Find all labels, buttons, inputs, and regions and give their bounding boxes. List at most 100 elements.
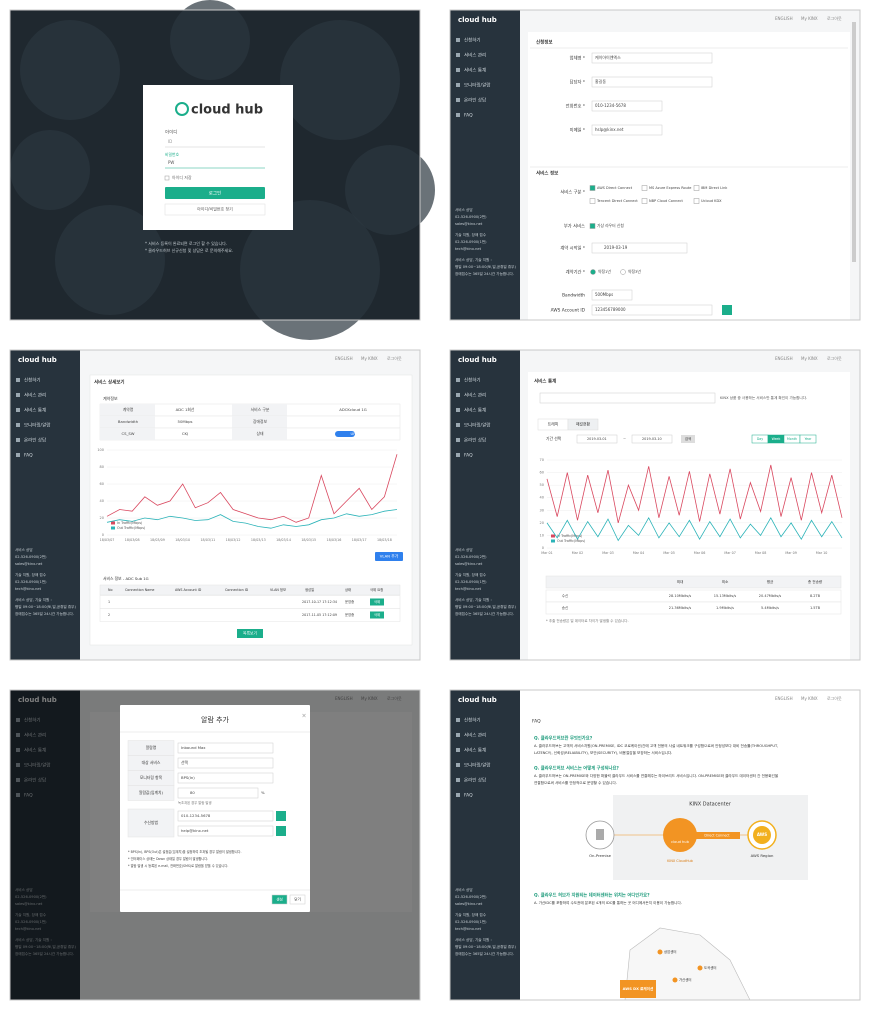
modal-button[interactable] <box>289 894 306 905</box>
top-link[interactable]: 로그아웃 <box>387 355 402 361</box>
login-button[interactable] <box>165 187 265 199</box>
back-button[interactable] <box>237 629 263 638</box>
top-link[interactable]: My KINX <box>801 696 818 701</box>
menu-item[interactable]: 모니터링/알람 <box>464 762 490 769</box>
radio-label: 약정1년 <box>598 269 611 274</box>
text-input[interactable] <box>177 787 259 799</box>
checkbox[interactable] <box>641 185 648 191</box>
contact-line: 02-526-0900(2번) <box>455 894 487 899</box>
tab[interactable] <box>567 418 599 431</box>
vlan-button[interactable] <box>375 552 403 561</box>
checkbox[interactable] <box>589 223 596 229</box>
checkbox[interactable] <box>641 198 648 204</box>
select[interactable] <box>591 289 633 301</box>
menu-item[interactable]: 모니터링/알람 <box>24 422 50 429</box>
text-input[interactable] <box>591 124 663 136</box>
menu-item[interactable]: 서비스 통계 <box>464 67 486 74</box>
contact-line: sales@kinx.net <box>455 562 483 566</box>
menu-item[interactable]: 모니터링/알람 <box>464 82 490 89</box>
top-link[interactable]: 로그아웃 <box>827 355 842 361</box>
table-header-cell: 생성일 <box>305 587 314 592</box>
menu-item[interactable]: FAQ <box>464 793 473 799</box>
table-row <box>99 595 401 609</box>
checkbox[interactable] <box>589 198 596 204</box>
add-button[interactable] <box>276 811 286 821</box>
text-input[interactable] <box>177 810 274 822</box>
add-button[interactable] <box>722 305 732 315</box>
text-input[interactable] <box>177 757 274 769</box>
add-button[interactable] <box>276 826 286 836</box>
contact-line: 서비스 상담, 기술 지원 : <box>455 597 492 602</box>
top-link[interactable]: 로그아웃 <box>827 695 842 701</box>
menu-item[interactable]: 서비스 관리 <box>464 732 486 739</box>
text-input[interactable] <box>177 772 274 784</box>
input-value: 2019-03-01 <box>587 437 607 441</box>
menu-item[interactable]: 서비스 통계 <box>464 747 486 754</box>
label: 비밀번호 <box>165 152 179 157</box>
delete-button[interactable] <box>370 611 384 619</box>
faq-question[interactable]: Q. 클라우드허브 서비스는 어떻게 구성되나요? <box>534 765 619 772</box>
top-link[interactable]: My KINX <box>361 356 378 361</box>
find-button[interactable] <box>164 203 266 216</box>
menu-item[interactable]: 신청하기 <box>464 37 481 44</box>
menu-item[interactable]: 서비스 관리 <box>464 392 486 399</box>
input-value: 홍길동 <box>595 78 606 84</box>
menu-item[interactable]: FAQ <box>24 453 33 459</box>
menu-item[interactable]: FAQ <box>464 113 473 119</box>
menu-item[interactable]: 서비스 관리 <box>464 52 486 59</box>
close-button[interactable]: × <box>301 713 306 720</box>
date-input[interactable] <box>591 242 688 254</box>
text-input[interactable] <box>591 76 713 88</box>
text-input[interactable] <box>591 304 713 316</box>
delete-button[interactable] <box>370 598 384 606</box>
checkbox[interactable] <box>693 198 700 204</box>
top-link[interactable]: My KINX <box>801 16 818 21</box>
menu-item[interactable]: 서비스 통계 <box>24 407 46 414</box>
contact-line: 02-526-0900(1번) <box>15 579 47 584</box>
search-button[interactable] <box>681 435 695 443</box>
menu-item[interactable]: 온라인 상담 <box>464 437 486 444</box>
top-link[interactable]: ENGLISH <box>335 356 353 361</box>
menu-item[interactable]: 신청하기 <box>464 377 481 384</box>
menu-item[interactable]: 모니터링/알람 <box>464 422 490 429</box>
top-link[interactable]: ENGLISH <box>775 696 793 701</box>
date-input[interactable] <box>631 434 673 444</box>
text-input[interactable] <box>177 825 274 837</box>
radio[interactable] <box>590 269 596 275</box>
logo: cloud hub <box>458 696 497 704</box>
menu-item[interactable]: 신청하기 <box>464 717 481 724</box>
menu-item[interactable]: 온라인 상담 <box>24 437 46 444</box>
service-select[interactable] <box>539 392 716 404</box>
menu-item[interactable]: 온라인 상담 <box>464 777 486 784</box>
checkbox[interactable] <box>164 175 170 181</box>
text-input[interactable] <box>177 742 274 754</box>
center-marker <box>672 977 678 983</box>
input-value: 2019-03-19 <box>604 245 628 250</box>
checkbox[interactable] <box>589 185 596 191</box>
menu-item[interactable]: 서비스 통계 <box>464 407 486 414</box>
date-input[interactable] <box>576 434 618 444</box>
menu-item[interactable]: 신청하기 <box>24 377 41 384</box>
modal-button[interactable] <box>271 894 288 905</box>
field-label: AWS Account ID <box>551 308 586 314</box>
field-label: 모니터링 항목 <box>140 775 163 780</box>
menu-item[interactable]: 온라인 상담 <box>464 97 486 104</box>
faq-question[interactable]: Q. 클라우드 허브가 지원되는 데이터센터는 위치는 어디인가요? <box>534 892 650 899</box>
scrollbar <box>852 22 856 262</box>
checkbox[interactable] <box>693 185 700 191</box>
radio[interactable] <box>620 269 626 275</box>
top-link[interactable]: ENGLISH <box>775 16 793 21</box>
menu-item[interactable]: 서비스 관리 <box>24 392 46 399</box>
center-marker <box>697 965 703 971</box>
top-link[interactable]: My KINX <box>801 356 818 361</box>
text-input[interactable] <box>591 52 713 64</box>
field-label: 업체명 * <box>570 55 586 62</box>
top-link[interactable]: ENGLISH <box>775 356 793 361</box>
table-head-cell <box>232 428 287 440</box>
faq-question[interactable]: Q. 클라우드허브란 무엇인가요? <box>534 735 593 742</box>
range-button[interactable] <box>799 434 817 444</box>
text-input[interactable] <box>591 100 663 112</box>
menu-item[interactable]: FAQ <box>464 453 473 459</box>
top-link[interactable]: 로그아웃 <box>827 15 842 21</box>
